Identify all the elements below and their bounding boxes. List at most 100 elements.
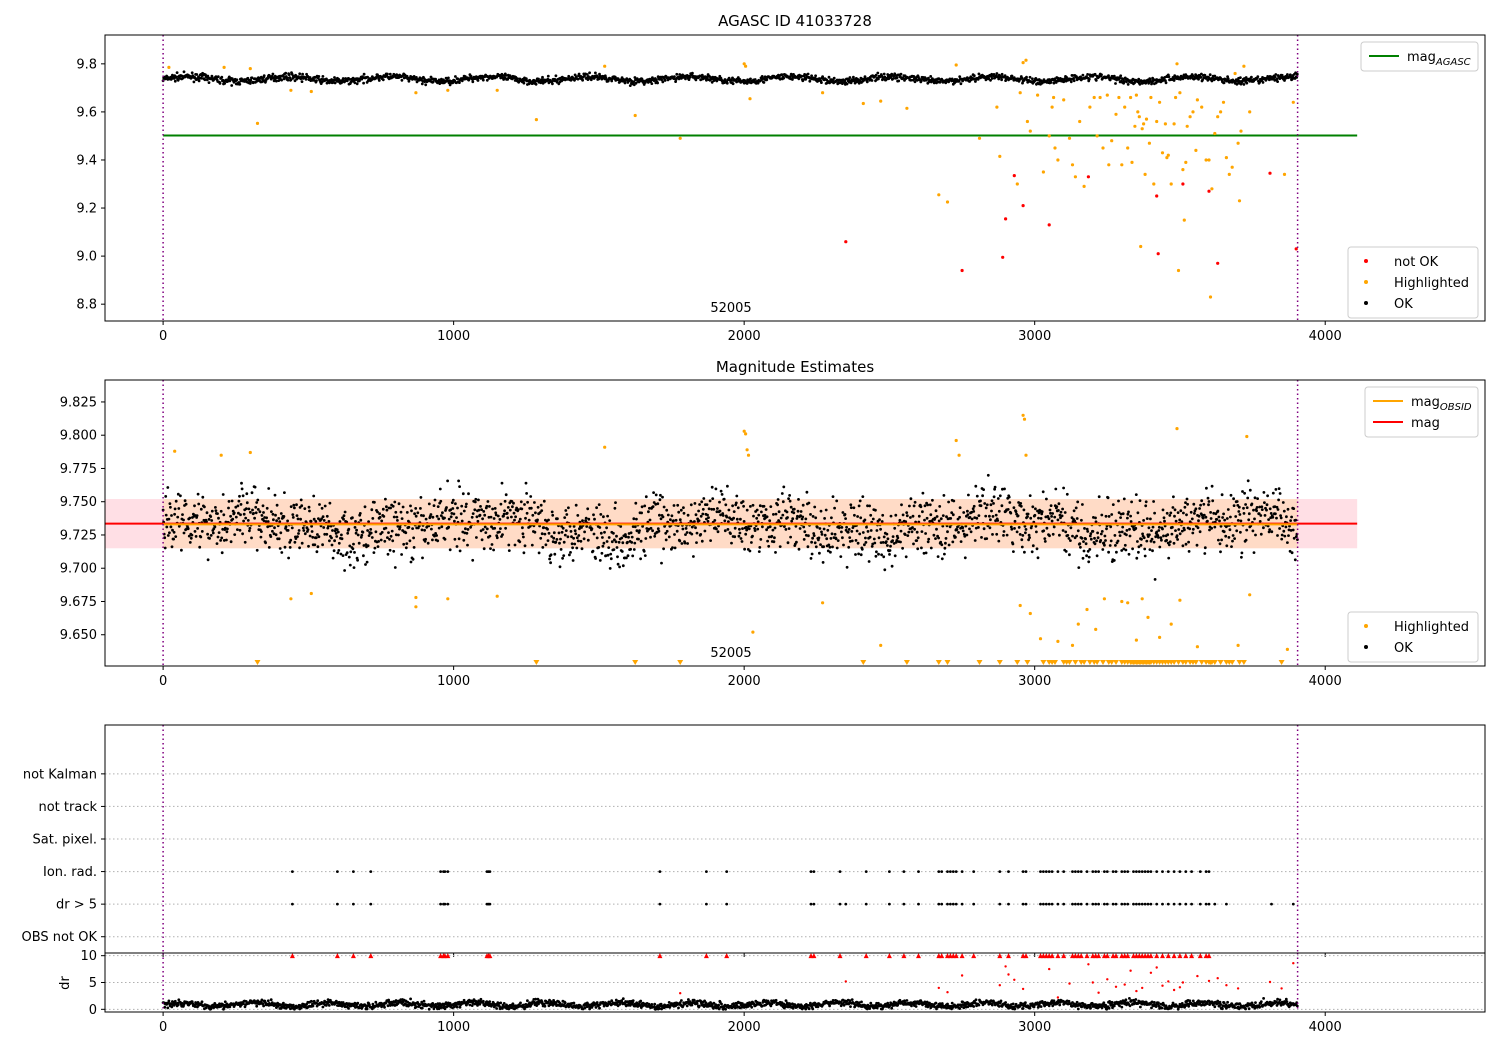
ok-point (1152, 540, 1156, 544)
ok-point (1282, 529, 1286, 533)
ok-point (1091, 530, 1095, 533)
flag-point (1076, 870, 1080, 873)
highlighted-point (1142, 122, 1146, 126)
ok-point (939, 517, 943, 521)
highlighted-point (977, 136, 982, 140)
ok-point (889, 514, 893, 518)
ok-point (373, 500, 376, 504)
highlighted-point (446, 88, 450, 92)
ok-point (430, 527, 433, 531)
ok-point (737, 534, 741, 538)
ok-point (1199, 75, 1203, 79)
ok-point (388, 537, 391, 541)
estimates-xtick-label: 2000 (728, 674, 761, 689)
ok-point (782, 485, 786, 489)
ok-point (977, 526, 980, 529)
ok-point (808, 79, 812, 83)
ok-point (1263, 514, 1267, 517)
ok-point (1002, 534, 1005, 537)
ok-point (1101, 548, 1105, 551)
highlighted-point (1236, 643, 1240, 648)
ok-point (1169, 511, 1173, 515)
ok-point (586, 507, 590, 511)
ok-point (608, 519, 612, 522)
ok-point (419, 496, 423, 499)
ok-point (931, 498, 934, 502)
ok-point (443, 537, 447, 541)
ok-point (220, 75, 224, 79)
flag-point (725, 870, 729, 873)
ok-point (1278, 527, 1281, 530)
ok-point (929, 80, 933, 84)
agasc-xtick-label: 2000 (728, 329, 761, 344)
ok-point (1195, 543, 1199, 547)
ok-point (801, 515, 805, 519)
ok-point (1240, 551, 1244, 555)
ok-point (848, 76, 852, 79)
ok-point (384, 497, 387, 501)
ok-point (313, 543, 317, 547)
ok-point (402, 542, 406, 546)
ok-point (1102, 541, 1106, 545)
ok-point (166, 486, 170, 489)
highlighted-point (1082, 184, 1086, 188)
ok-point (995, 532, 999, 536)
ok-point (796, 509, 800, 513)
ok-point (181, 513, 184, 516)
ok-point (514, 515, 517, 519)
ok-point (404, 546, 408, 550)
dr-ok-point (269, 998, 273, 1002)
ok-point (546, 527, 549, 531)
ok-point (474, 497, 478, 501)
ok-point (262, 74, 266, 78)
ok-point (1085, 527, 1089, 531)
highlighted-point (1176, 268, 1181, 273)
ok-point (861, 531, 865, 534)
ok-point (1021, 534, 1025, 537)
ok-point (211, 531, 215, 535)
ok-point (594, 71, 597, 75)
ok-point (1246, 496, 1250, 500)
ok-point (522, 551, 526, 555)
ok-point (959, 82, 963, 86)
ok-point (831, 545, 834, 549)
ok-point (781, 513, 785, 517)
ok-point (858, 532, 862, 536)
ok-point (273, 493, 277, 497)
highlighted-point (1178, 91, 1182, 95)
ok-point (1062, 486, 1065, 490)
flag-point (917, 870, 920, 873)
flag-point (1207, 870, 1211, 873)
ok-point (810, 552, 814, 556)
ok-point (203, 505, 206, 509)
ok-point (1112, 559, 1116, 562)
ok-point (541, 546, 545, 549)
ok-point (192, 80, 196, 84)
ok-point (358, 512, 362, 515)
flag-point (352, 870, 355, 873)
ok-point (623, 81, 627, 85)
highlighted-point (1134, 638, 1138, 642)
ok-point (1165, 538, 1168, 542)
ok-point (1053, 515, 1057, 519)
ok-point (345, 551, 349, 555)
ok-point (260, 530, 263, 533)
ok-point (716, 530, 720, 534)
highlighted-point (1291, 100, 1295, 104)
ok-point (320, 506, 324, 510)
ok-point (542, 499, 546, 503)
ok-point (840, 526, 844, 529)
ok-point (1081, 73, 1085, 77)
ok-point (610, 540, 614, 544)
ok-point (814, 516, 818, 520)
ok-point (695, 531, 699, 535)
ok-point (301, 526, 305, 530)
ok-point (966, 513, 970, 516)
ok-point (173, 79, 177, 83)
ok-point (348, 563, 352, 567)
ok-point (533, 530, 537, 534)
ok-point (401, 505, 405, 509)
flag-point (998, 902, 1002, 906)
ok-point (1199, 503, 1202, 507)
highlighted-point (1188, 115, 1192, 119)
